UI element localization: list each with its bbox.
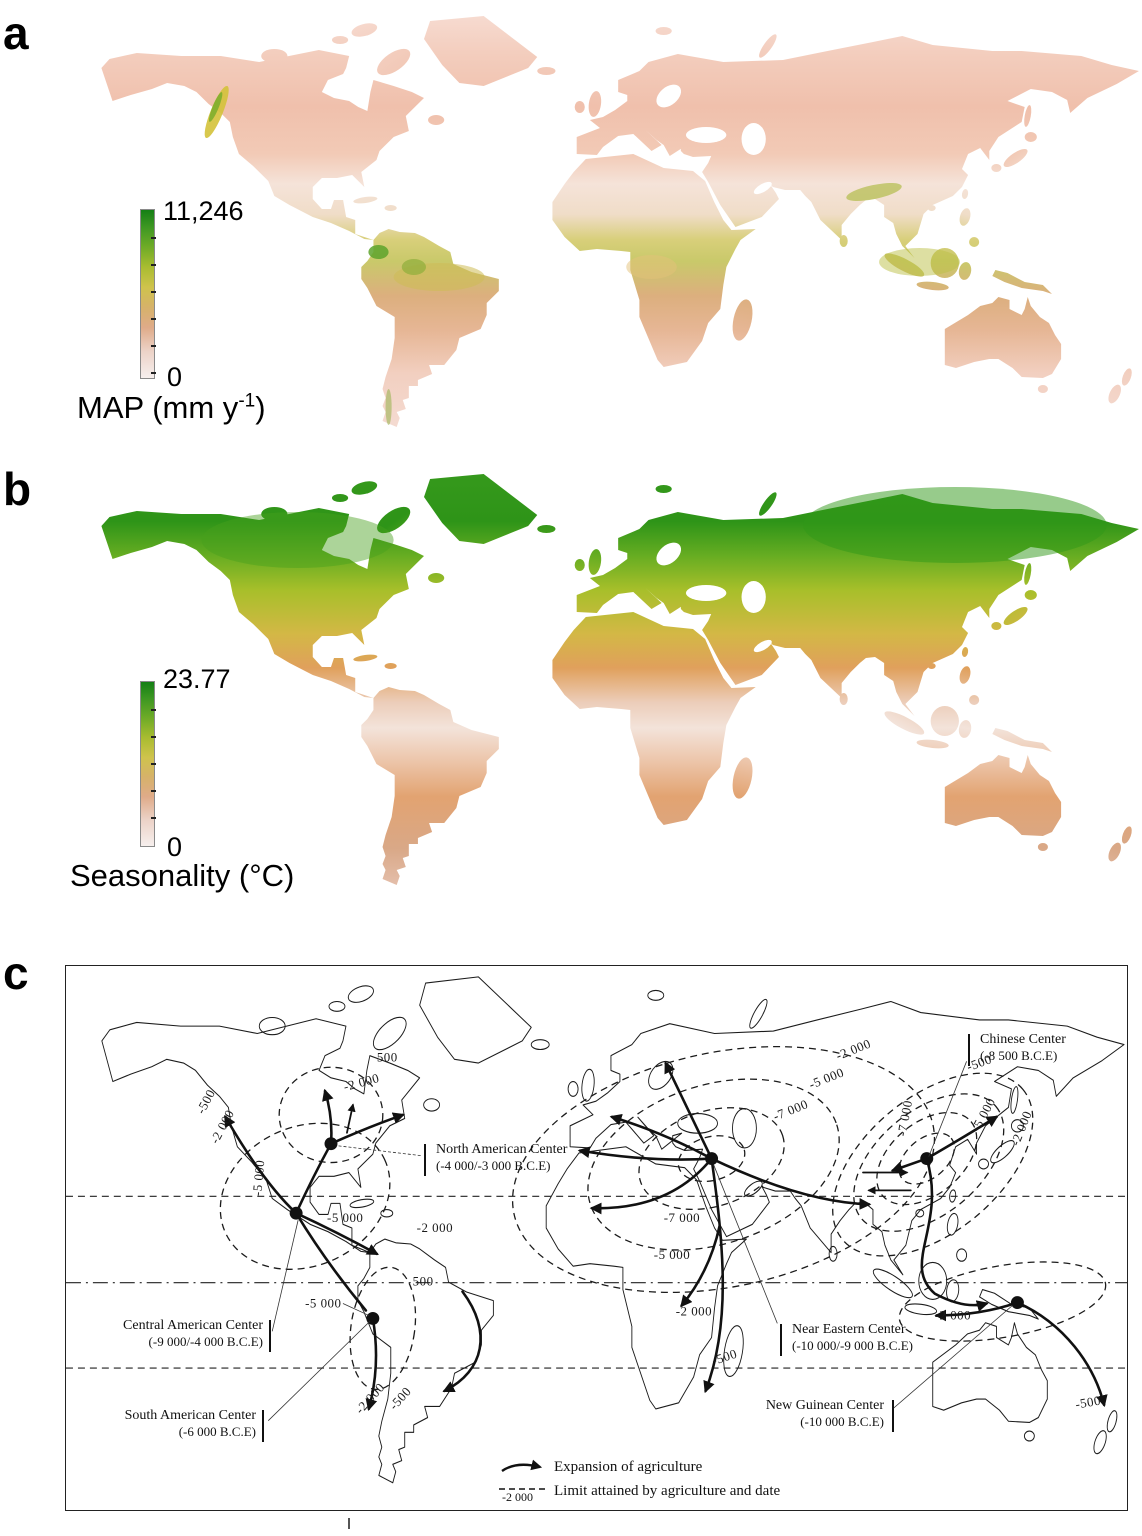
north-american-center-dot bbox=[324, 1137, 338, 1151]
contour-label: -500 bbox=[386, 1384, 414, 1413]
contour-label: -5 000 bbox=[305, 1296, 341, 1311]
new-guinean-label-bar bbox=[892, 1400, 894, 1432]
colorbar-b-ticks bbox=[151, 684, 156, 844]
contour-label: -500 bbox=[710, 1346, 739, 1368]
chinese-center-dot bbox=[920, 1152, 934, 1166]
contour-label: -7 000 bbox=[771, 1096, 810, 1123]
contour-label: 500 bbox=[377, 1049, 398, 1064]
latitude-lines bbox=[66, 1195, 1127, 1369]
new-guinean-center-label: New Guinean Center (-10 000 B.C.E) bbox=[704, 1398, 884, 1430]
colorbar-b-title: Seasonality (°C) bbox=[70, 858, 295, 893]
south-american-label-bar bbox=[262, 1410, 264, 1442]
colorbar-a-min: 0 bbox=[167, 362, 183, 392]
colorbar-a-max: 11,246 bbox=[163, 196, 244, 226]
contour-label: -5 000 bbox=[654, 1247, 690, 1262]
near-eastern-center-label: Near Eastern Center (-10 000/-9 000 B.C.… bbox=[792, 1322, 913, 1354]
center-date: (-10 000/-9 000 B.C.E) bbox=[792, 1338, 913, 1353]
center-name: Chinese Center bbox=[980, 1032, 1066, 1047]
colorbar-b-min: 0 bbox=[167, 832, 183, 862]
contour-label: -2 000 bbox=[342, 1070, 381, 1094]
center-name: Near Eastern Center bbox=[792, 1322, 906, 1337]
chinese-center-label: Chinese Center (-8 500 B.C.E) bbox=[980, 1032, 1066, 1064]
chinese-label-bar bbox=[968, 1034, 970, 1066]
expansion-arrows bbox=[224, 1061, 1108, 1412]
contour-label: -2 000 bbox=[935, 1307, 971, 1322]
panel-c-legend: Expansion of agriculture -2 000 Limit at… bbox=[496, 1458, 780, 1506]
panel-b-label: b bbox=[3, 463, 32, 515]
colorbar-b bbox=[140, 681, 156, 847]
center-date: (-6 000 B.C.E) bbox=[178, 1424, 256, 1439]
center-name: Central American Center bbox=[123, 1318, 263, 1333]
contour-label: -7 000 bbox=[664, 1210, 700, 1225]
colorbar-a-title-prefix: MAP (mm y bbox=[77, 390, 239, 425]
contour-label: -2 000 bbox=[834, 1036, 873, 1063]
south-american-center-label: South American Center (-6 000 B.C.E) bbox=[76, 1408, 256, 1440]
colorbar-a-title: MAP (mm y-1) bbox=[77, 390, 266, 426]
scale-tick bbox=[348, 1518, 350, 1529]
center-name: North American Center bbox=[436, 1142, 568, 1157]
colorbar-a-title-sup: -1 bbox=[238, 390, 256, 412]
panel-c-label: c bbox=[3, 947, 29, 999]
panel-c-map-box: 500 -2 000 -500 -2 000 -5 000 -5 000 -2 … bbox=[65, 965, 1128, 1511]
near-eastern-label-bar bbox=[780, 1324, 782, 1356]
center-name: South American Center bbox=[124, 1408, 256, 1423]
origin-center-dots bbox=[289, 1137, 1024, 1325]
panel-a-label: a bbox=[3, 7, 29, 59]
legend-limit-value: -2 000 bbox=[502, 1490, 533, 1504]
colorbar-b-gradient bbox=[141, 682, 154, 846]
near-eastern-center-dot bbox=[705, 1152, 719, 1166]
center-date: (-9 000/-4 000 B.C.E) bbox=[148, 1334, 263, 1349]
contour-label: -2 000 bbox=[352, 1380, 388, 1417]
legend-expansion-label: Expansion of agriculture bbox=[554, 1459, 703, 1475]
contour-value-labels: 500 -2 000 -500 -2 000 -5 000 -5 000 -2 … bbox=[193, 1036, 1102, 1417]
coastlines bbox=[101, 976, 1125, 1484]
legend-limit-label: Limit attained by agriculture and date bbox=[554, 1483, 781, 1499]
map-precipitation bbox=[101, 16, 1139, 427]
center-date: (-8 500 B.C.E) bbox=[980, 1048, 1058, 1063]
contour-label: -5 000 bbox=[327, 1210, 363, 1225]
legend-limit-row: -2 000 Limit attained by agriculture and… bbox=[496, 1482, 781, 1504]
contour-label: 500 bbox=[413, 1274, 434, 1289]
center-name: New Guinean Center bbox=[765, 1398, 884, 1413]
center-date: (-10 000 B.C.E) bbox=[800, 1414, 884, 1429]
map-seasonality bbox=[101, 474, 1139, 885]
contour-label: -7 000 bbox=[894, 1099, 915, 1137]
expansion-arrow-icon bbox=[496, 1458, 554, 1478]
contour-label: -500 bbox=[1074, 1393, 1102, 1412]
colorbar-a-gradient bbox=[141, 210, 154, 378]
colorbar-a bbox=[140, 209, 156, 379]
high-seasonality-highlights bbox=[201, 487, 1107, 568]
contour-label: -2 000 bbox=[676, 1303, 712, 1318]
north-american-center-label: North American Center (-4 000/-3 000 B.C… bbox=[436, 1142, 567, 1174]
contour-label: -5 000 bbox=[807, 1064, 846, 1091]
dashed-limit-icon: -2 000 bbox=[496, 1482, 554, 1504]
colorbar-b-max: 23.77 bbox=[163, 664, 231, 694]
central-american-center-label: Central American Center (-9 000/-4 000 B… bbox=[78, 1318, 263, 1350]
center-date: (-4 000/-3 000 B.C.E) bbox=[436, 1158, 551, 1173]
central-american-label-bar bbox=[269, 1320, 271, 1352]
map-agriculture-origins: 500 -2 000 -500 -2 000 -5 000 -5 000 -2 … bbox=[66, 976, 1127, 1484]
colorbar-a-title-suffix: ) bbox=[255, 390, 266, 425]
contour-label: -2 000 bbox=[417, 1220, 453, 1235]
new-guinean-center-dot bbox=[1010, 1296, 1024, 1309]
north-american-label-bar bbox=[424, 1144, 426, 1176]
wet-region-highlights bbox=[204, 85, 960, 425]
label-leader-lines bbox=[267, 1061, 1013, 1421]
contour-label: -5 000 bbox=[249, 1159, 267, 1196]
contour-label: -5 000 bbox=[968, 1095, 998, 1134]
legend-expansion-row: Expansion of agriculture bbox=[496, 1458, 780, 1478]
colorbar-a-ticks bbox=[151, 212, 156, 376]
central-american-center-dot bbox=[289, 1206, 303, 1220]
contour-label: -2 000 bbox=[207, 1107, 237, 1146]
